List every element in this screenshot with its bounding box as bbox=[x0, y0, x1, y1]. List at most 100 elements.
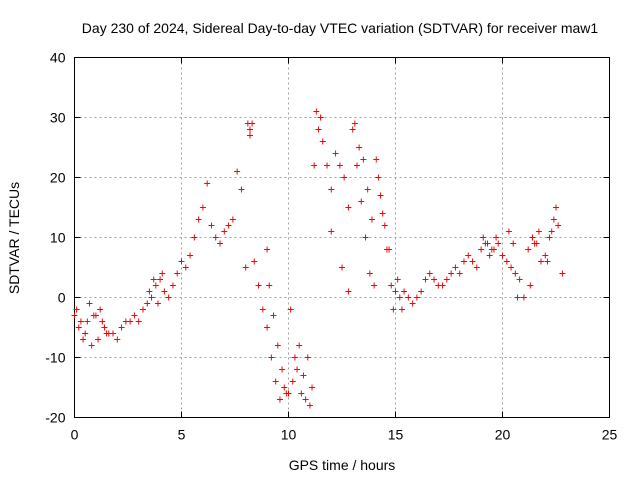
data-point bbox=[300, 372, 307, 379]
data-point bbox=[298, 390, 305, 397]
data-point bbox=[360, 156, 367, 163]
data-point bbox=[339, 264, 345, 271]
data-point bbox=[182, 264, 189, 271]
data-point bbox=[520, 294, 527, 301]
data-point bbox=[351, 120, 358, 127]
data-point bbox=[221, 228, 228, 235]
data-point bbox=[362, 234, 369, 241]
data-point bbox=[283, 390, 290, 397]
data-point bbox=[291, 354, 298, 361]
data-point bbox=[336, 162, 343, 169]
data-point bbox=[422, 276, 429, 283]
data-point bbox=[452, 264, 459, 271]
data-point bbox=[127, 318, 134, 325]
data-point bbox=[484, 240, 491, 247]
data-point bbox=[204, 180, 211, 187]
data-point bbox=[144, 300, 151, 307]
data-point bbox=[272, 378, 279, 385]
data-point bbox=[443, 276, 450, 283]
data-point bbox=[394, 276, 401, 283]
data-point bbox=[460, 258, 467, 265]
axis-ticks: 0 5 10 15 20 25 -20 -10 0 10 20 30 40 bbox=[45, 50, 617, 443]
data-point bbox=[439, 282, 446, 289]
data-point bbox=[544, 258, 551, 265]
data-point bbox=[274, 342, 281, 349]
data-point bbox=[302, 396, 309, 403]
data-point bbox=[289, 378, 296, 385]
data-point bbox=[268, 354, 275, 361]
data-point bbox=[418, 288, 425, 295]
data-point bbox=[139, 306, 146, 313]
data-point bbox=[178, 258, 185, 265]
data-point bbox=[388, 282, 395, 289]
y-tick-label: 10 bbox=[50, 230, 66, 246]
data-point bbox=[234, 168, 241, 175]
data-point bbox=[486, 252, 493, 259]
data-point bbox=[294, 366, 301, 373]
data-point bbox=[246, 126, 253, 133]
data-point bbox=[249, 120, 256, 127]
data-point bbox=[165, 294, 172, 301]
data-point bbox=[548, 228, 555, 235]
data-point bbox=[90, 312, 97, 319]
data-point bbox=[264, 324, 271, 331]
data-point bbox=[276, 396, 283, 403]
data-point bbox=[392, 288, 399, 295]
data-point bbox=[150, 276, 157, 283]
data-point bbox=[281, 384, 288, 391]
y-axis-label: SDTVAR / TECUs bbox=[6, 182, 22, 294]
data-point bbox=[296, 342, 303, 349]
data-point bbox=[118, 324, 125, 331]
data-point bbox=[161, 288, 168, 295]
data-point bbox=[154, 300, 161, 307]
data-point bbox=[328, 186, 335, 193]
data-point bbox=[110, 330, 117, 337]
y-tick-label: 30 bbox=[50, 110, 66, 126]
data-point bbox=[77, 318, 84, 325]
data-point bbox=[405, 294, 412, 301]
data-point bbox=[73, 306, 80, 313]
data-point bbox=[546, 234, 553, 241]
data-point bbox=[152, 282, 159, 289]
x-tick-label: 20 bbox=[495, 427, 511, 443]
data-point bbox=[86, 300, 93, 307]
data-point bbox=[514, 294, 521, 301]
y-tick-label: 40 bbox=[50, 50, 66, 66]
data-point bbox=[398, 306, 405, 313]
data-point bbox=[465, 252, 472, 259]
data-point bbox=[82, 330, 89, 337]
data-point bbox=[174, 270, 181, 277]
data-point bbox=[478, 246, 485, 253]
y-tick-label: 20 bbox=[50, 170, 66, 186]
data-point bbox=[503, 258, 510, 265]
x-tick-label: 25 bbox=[602, 427, 618, 443]
data-point bbox=[375, 174, 382, 181]
data-point bbox=[366, 270, 373, 277]
data-point bbox=[199, 204, 206, 211]
data-point bbox=[212, 234, 219, 241]
data-point bbox=[356, 144, 363, 151]
data-point bbox=[311, 162, 318, 169]
data-point bbox=[510, 240, 517, 247]
data-point bbox=[159, 270, 166, 277]
data-point bbox=[349, 126, 356, 133]
data-point bbox=[187, 252, 194, 259]
data-point bbox=[319, 138, 326, 145]
data-point bbox=[373, 156, 380, 163]
data-point bbox=[270, 312, 277, 319]
data-point bbox=[99, 318, 106, 325]
data-point bbox=[324, 162, 331, 169]
data-point bbox=[413, 294, 420, 301]
data-point bbox=[195, 216, 202, 223]
data-point bbox=[345, 288, 352, 295]
data-point bbox=[353, 162, 360, 169]
chart-title: Day 230 of 2024, Sidereal Day-to-day VTE… bbox=[82, 20, 599, 36]
y-tick-label: -10 bbox=[45, 350, 65, 366]
data-point bbox=[488, 246, 495, 253]
data-point bbox=[529, 234, 536, 241]
data-point bbox=[553, 204, 559, 211]
data-point bbox=[426, 270, 433, 277]
data-point bbox=[88, 342, 95, 349]
data-point bbox=[306, 402, 313, 409]
data-point bbox=[495, 240, 502, 247]
